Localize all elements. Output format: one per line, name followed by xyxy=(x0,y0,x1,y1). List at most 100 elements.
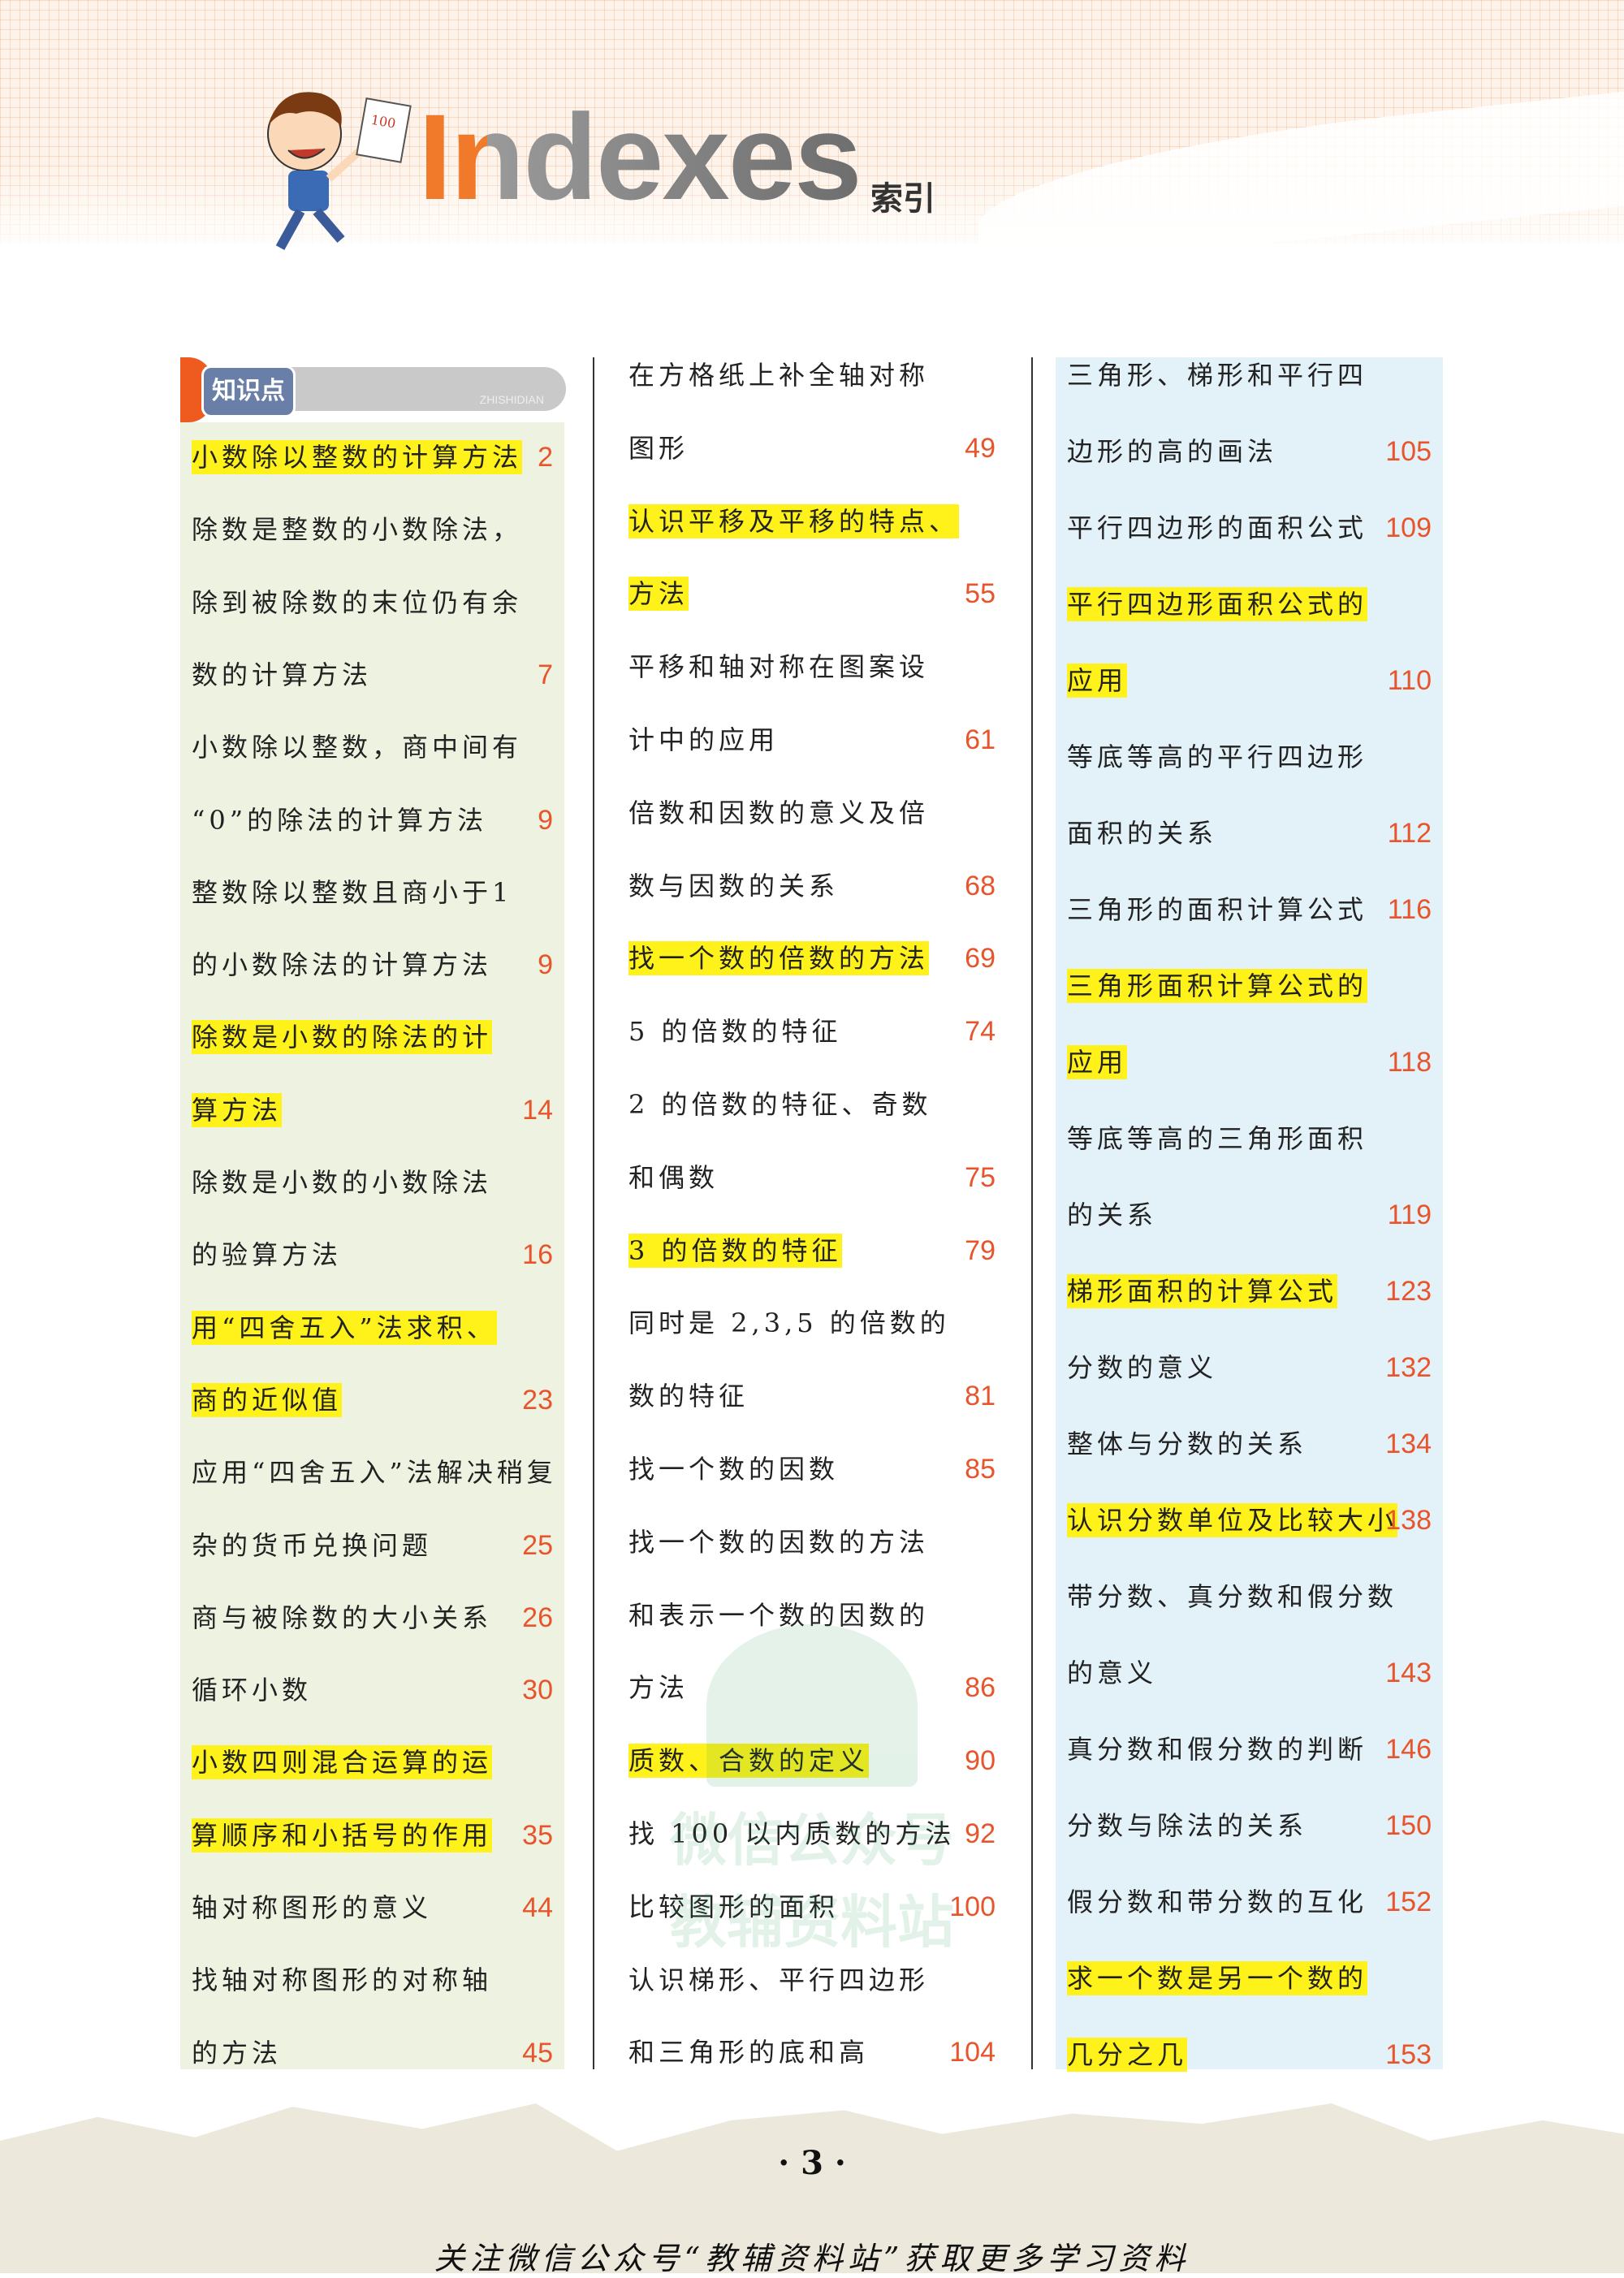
index-entry-line: 平行四边形的面积公式 109 xyxy=(1067,504,1432,552)
entry-page-number[interactable]: 35 xyxy=(522,1819,553,1851)
entry-text: 平行四边形的面积公式 xyxy=(1067,512,1368,543)
index-entry-line: 梯形面积的计算公式 123 xyxy=(1067,1267,1432,1316)
entry-page-number[interactable]: 14 xyxy=(522,1094,553,1126)
entry-text: 计中的应用 xyxy=(628,724,780,755)
entry-page-number[interactable]: 118 xyxy=(1387,1047,1432,1078)
index-entry-line: 方法 86 xyxy=(628,1663,996,1712)
footer-slogan: 关注微信公众号“教辅资料站”获取更多学习资料 xyxy=(434,2241,1190,2276)
index-entry-line: 除到被除数的末位仍有余 xyxy=(192,578,553,627)
watermark-text: 教辅资料站 xyxy=(670,1889,954,1956)
entry-text: 带分数、真分数和假分数 xyxy=(1067,1581,1398,1612)
index-entry-line: 小数除以整数，商中间有 xyxy=(192,723,553,772)
entry-page-number[interactable]: 74 xyxy=(965,1016,996,1048)
entry-page-number[interactable]: 49 xyxy=(965,432,996,464)
index-entry-line: 质数、合数的定义 90 xyxy=(628,1736,996,1785)
entry-text: 假分数和带分数的互化 xyxy=(1067,1887,1368,1917)
entry-page-number[interactable]: 123 xyxy=(1385,1276,1432,1307)
entry-page-number[interactable]: 69 xyxy=(965,943,996,975)
column-divider xyxy=(593,357,594,2069)
index-entry-line: 算方法 14 xyxy=(192,1086,553,1135)
entry-text: 应用 xyxy=(1067,1045,1128,1079)
entry-page-number[interactable]: 61 xyxy=(965,724,996,755)
entry-page-number[interactable]: 90 xyxy=(965,1745,996,1777)
entry-page-number[interactable]: 79 xyxy=(965,1234,996,1266)
entry-page-number[interactable]: 9 xyxy=(538,804,553,836)
entry-page-number[interactable]: 153 xyxy=(1385,2039,1432,2070)
entry-page-number[interactable]: 105 xyxy=(1385,436,1432,467)
page-title-cn: 索引 xyxy=(870,180,935,218)
index-entry-line: 的小数除法的计算方法 9 xyxy=(192,940,553,989)
entry-page-number[interactable]: 7 xyxy=(538,659,553,690)
index-entry-line: 商的近似值 23 xyxy=(192,1376,553,1424)
index-entry-line: 同时是 2,3,5 的倍数的 xyxy=(628,1299,996,1347)
index-column-3: 三角形、梯形和平行四 边形的高的画法 105 平行四边形的面积公式 109 平行四边形面积… xyxy=(1056,357,1443,2072)
index-entry-line: 带分数、真分数和假分数 xyxy=(1067,1572,1432,1621)
entry-page-number[interactable]: 152 xyxy=(1385,1887,1432,1917)
entry-page-number[interactable]: 44 xyxy=(522,1892,553,1923)
entry-page-number[interactable]: 132 xyxy=(1385,1352,1432,1383)
entry-page-number[interactable]: 134 xyxy=(1385,1429,1432,1459)
entry-text: 的意义 xyxy=(1067,1658,1158,1688)
entry-text: 方法 xyxy=(628,1672,689,1704)
entry-page-number[interactable]: 138 xyxy=(1385,1505,1432,1536)
entry-text: 找 100 以内质数的方法 xyxy=(628,1818,956,1849)
entry-page-number[interactable]: 9 xyxy=(538,949,553,981)
entry-text: 的验算方法 xyxy=(192,1239,343,1271)
entry-text: 梯形面积的计算公式 xyxy=(1067,1274,1338,1308)
entry-text: 三角形、梯形和平行四 xyxy=(1067,360,1368,391)
entry-page-number[interactable]: 23 xyxy=(522,1384,553,1416)
entry-page-number[interactable]: 2 xyxy=(538,442,553,473)
index-entry-line: 算顺序和小括号的作用 35 xyxy=(192,1811,553,1860)
index-entry-line: 应用“四舍五入”法解决稍复 xyxy=(192,1448,553,1497)
entry-page-number[interactable]: 119 xyxy=(1387,1200,1432,1230)
entry-page-number[interactable]: 143 xyxy=(1385,1658,1432,1688)
index-entry-line: 整数除以整数且商小于1 xyxy=(192,868,553,917)
entry-page-number[interactable]: 150 xyxy=(1385,1810,1432,1841)
entry-page-number[interactable]: 26 xyxy=(522,1602,553,1633)
entry-text: 几分之几 xyxy=(1067,2038,1188,2072)
watermark-logo xyxy=(706,1624,918,1787)
index-entry-line: 数的特征 81 xyxy=(628,1372,996,1420)
entry-text: 面积的关系 xyxy=(1067,818,1218,849)
entry-page-number[interactable]: 68 xyxy=(965,870,996,901)
index-entry-line: 面积的关系 112 xyxy=(1067,809,1432,858)
entry-page-number[interactable]: 75 xyxy=(965,1161,996,1193)
entry-text: 算顺序和小括号的作用 xyxy=(192,1818,493,1852)
entry-page-number[interactable]: 92 xyxy=(965,1818,996,1849)
index-entry-line: 商与被除数的大小关系 26 xyxy=(192,1593,553,1642)
entry-page-number[interactable]: 109 xyxy=(1385,512,1432,543)
entry-page-number[interactable]: 30 xyxy=(522,1675,553,1706)
index-entry-line: 假分数和带分数的互化 152 xyxy=(1067,1878,1432,1926)
entry-text: 数的特征 xyxy=(628,1381,749,1412)
entry-page-number[interactable]: 16 xyxy=(522,1239,553,1271)
entry-page-number[interactable]: 110 xyxy=(1387,665,1432,696)
index-entry-line: 数的计算方法 7 xyxy=(192,651,553,699)
index-entry-line: 几分之几 153 xyxy=(1067,2030,1432,2079)
entry-page-number[interactable]: 146 xyxy=(1385,1734,1432,1765)
page-title: Indexes xyxy=(418,89,862,225)
entry-page-number[interactable]: 81 xyxy=(965,1381,996,1412)
entry-page-number[interactable]: 116 xyxy=(1387,894,1432,925)
entry-page-number[interactable]: 112 xyxy=(1387,818,1432,849)
entry-page-number[interactable]: 25 xyxy=(522,1529,553,1561)
entry-page-number[interactable]: 104 xyxy=(949,2037,996,2068)
entry-text: 分数与除法的关系 xyxy=(1067,1810,1308,1841)
entry-text: 找一个数的因数的方法 xyxy=(628,1526,930,1558)
entry-page-number[interactable]: 86 xyxy=(965,1672,996,1704)
index-entry-line: 和表示一个数的因数的 xyxy=(628,1591,996,1640)
entry-text: 除数是小数的小数除法 xyxy=(192,1167,493,1198)
index-entry-line: 边形的高的画法 105 xyxy=(1067,427,1432,476)
column-divider xyxy=(1031,357,1033,2069)
entry-page-number[interactable]: 85 xyxy=(965,1454,996,1485)
entry-text: 同时是 2,3,5 的倍数的 xyxy=(628,1308,950,1339)
index-entry-line: 比较图形的面积 100 xyxy=(628,1882,996,1931)
entry-page-number[interactable]: 55 xyxy=(965,578,996,610)
index-entry-line: 真分数和假分数的判断 146 xyxy=(1067,1725,1432,1774)
index-entry-line: 应用 118 xyxy=(1067,1038,1432,1087)
section-label: 知识点 xyxy=(201,365,296,417)
index-entry-line: 找一个数的因数 85 xyxy=(628,1445,996,1493)
entry-page-number[interactable]: 45 xyxy=(522,2037,553,2068)
entry-page-number[interactable]: 100 xyxy=(949,1891,996,1922)
entry-text: 数的计算方法 xyxy=(192,659,373,690)
entry-text: 的小数除法的计算方法 xyxy=(192,949,493,981)
